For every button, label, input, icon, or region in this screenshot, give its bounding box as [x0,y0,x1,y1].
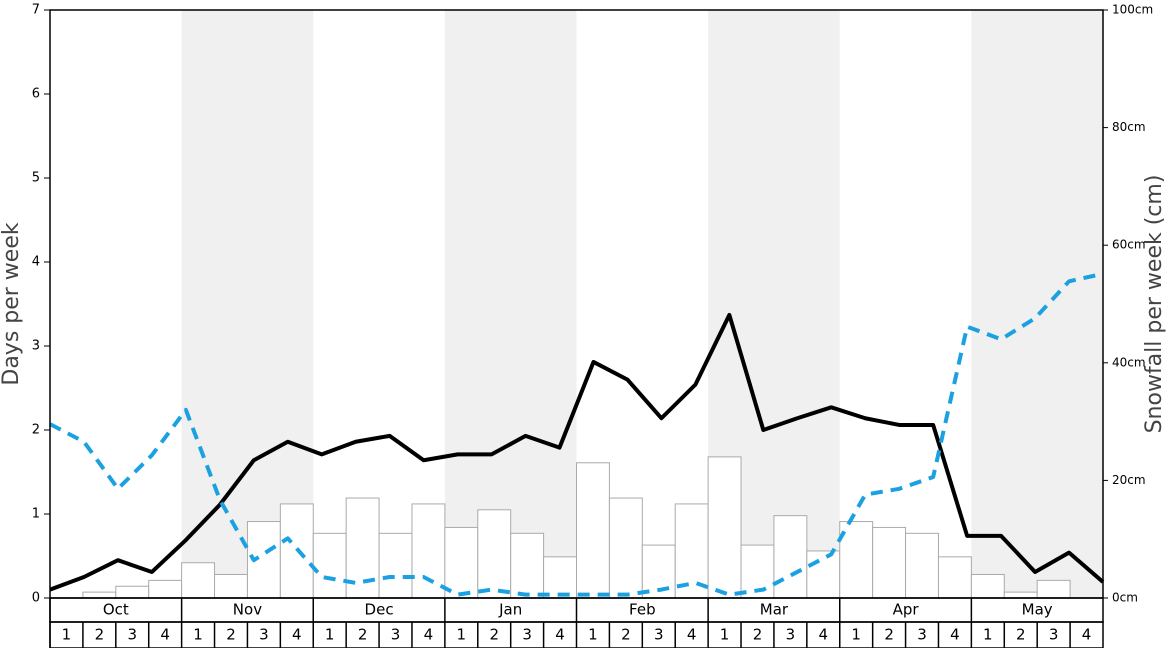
x-tick-label: 2 [489,626,499,644]
month-label: Mar [760,601,789,619]
bar [970,573,1005,599]
x-tick-label: 1 [983,626,993,644]
x-tick-label: 3 [917,626,927,644]
month-label: Nov [233,601,262,619]
x-tick-label: 1 [193,626,203,644]
bar [82,591,117,599]
x-tick-label: 2 [1016,626,1026,644]
x-tick-label: 1 [325,626,335,644]
y2-tick-label: 20cm [1112,473,1146,487]
x-tick-label: 2 [884,626,894,644]
x-tick-label: 4 [555,626,565,644]
x-tick-label: 1 [588,626,598,644]
bar [115,585,150,599]
x-tick-label: 3 [654,626,664,644]
y-tick-label: 2 [32,423,40,438]
y2-tick-label: 0cm [1112,591,1138,605]
month-label: Jan [498,601,522,619]
x-tick-label: 1 [457,626,467,644]
x-tick-label: 3 [522,626,532,644]
bar [378,532,413,599]
y2-tick-label: 80cm [1112,120,1146,134]
bar [707,456,742,599]
x-tick-label: 4 [950,626,960,644]
y-axis-label: Days per week [0,222,24,385]
y2-tick-label: 40cm [1112,355,1146,369]
month-label: Apr [893,601,920,619]
line [49,312,1105,592]
y2-axis-label: Snowfall per week (cm) [1142,175,1167,434]
month-label: Feb [629,601,656,619]
bar [937,556,972,599]
x-tick-label: 4 [1082,626,1092,644]
bar [576,462,610,599]
month-band [181,10,314,598]
x-tick-label: 4 [424,626,434,644]
bar [444,526,479,599]
x-tick-label: 2 [226,626,236,644]
month-label: May [1022,601,1053,619]
bar [773,515,808,599]
y2-tick-label: 60cm [1112,238,1146,252]
x-tick-label: 3 [1049,626,1059,644]
y-tick-label: 0 [32,591,40,606]
x-tick-label: 1 [720,626,730,644]
x-tick-label: 4 [819,626,829,644]
month-label: Dec [365,601,394,619]
x-tick-label: 2 [621,626,631,644]
x-tick-label: 4 [160,626,170,644]
bar [608,497,643,599]
bar [905,532,939,599]
y2-tick-label: 100cm [1112,3,1153,17]
y-tick-label: 6 [32,87,40,102]
bar [214,573,248,599]
bar [543,556,577,599]
month-band [444,10,577,598]
y-tick-label: 5 [32,171,40,186]
x-tick-label: 2 [358,626,368,644]
bar [839,521,874,599]
bar [181,562,216,599]
x-tick-label: 4 [292,626,302,644]
bar [148,579,183,599]
bar [1003,591,1038,599]
y-tick-label: 1 [32,507,40,522]
x-tick-label: 3 [127,626,137,644]
bar [1036,579,1071,599]
y-tick-label: 4 [32,255,40,270]
x-tick-label: 1 [851,626,861,644]
x-tick-label: 3 [786,626,796,644]
dashed-line [49,271,1104,597]
x-tick-label: 2 [95,626,105,644]
y-tick-label: 7 [32,3,40,18]
x-tick-label: 3 [391,626,401,644]
x-tick-label: 3 [259,626,269,644]
month-label: Oct [103,601,129,619]
month-band [971,10,1103,598]
bar [872,526,907,599]
bar [411,503,446,599]
x-tick-label: 2 [753,626,763,644]
bar [510,532,545,599]
bar [806,550,841,599]
x-tick-label: 4 [687,626,697,644]
bar [312,532,347,599]
x-tick-label: 1 [62,626,72,644]
y-tick-label: 3 [32,339,40,354]
bar [477,509,512,599]
